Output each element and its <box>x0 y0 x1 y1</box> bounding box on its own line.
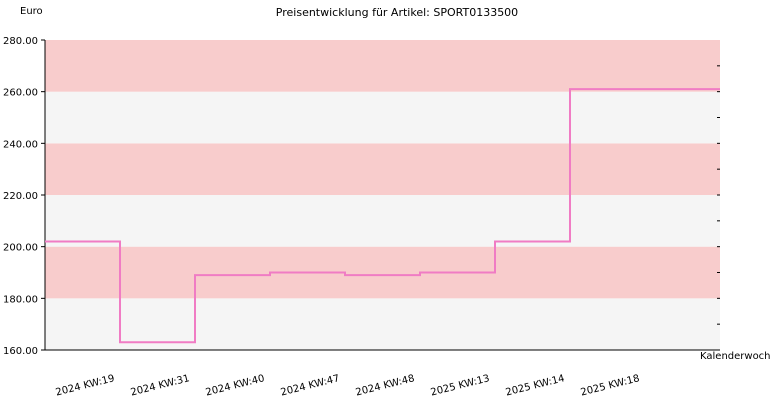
background-bands <box>45 40 720 350</box>
price-line <box>45 88 720 344</box>
x-tick-label: 2024 KW:19 <box>55 373 116 398</box>
band <box>45 91 720 144</box>
y-tick-label: 240.00 <box>3 139 38 150</box>
chart-title: Preisentwicklung für Artikel: SPORT01335… <box>276 6 518 19</box>
y-tick-label: 200.00 <box>3 243 38 254</box>
x-tick-label: 2024 KW:48 <box>355 373 416 398</box>
x-tick-label: 2024 KW:40 <box>205 373 266 398</box>
y-tick-label: 260.00 <box>3 88 38 99</box>
y-tick-label: 220.00 <box>3 191 38 202</box>
x-tick-label: 2024 KW:31 <box>130 373 191 398</box>
x-axis-label: Kalenderwoche <box>700 351 770 362</box>
y-tick-label: 180.00 <box>3 294 38 305</box>
price-series <box>45 88 720 344</box>
x-tick-label: 2025 KW:13 <box>430 373 491 398</box>
x-tick-label: 2024 KW:47 <box>280 373 341 398</box>
band <box>45 143 720 195</box>
y-axis-label: Euro <box>20 6 43 17</box>
band <box>45 246 720 299</box>
band <box>45 40 720 92</box>
x-tick-label: 2025 KW:18 <box>580 373 641 398</box>
y-tick-label: 280.00 <box>3 36 38 47</box>
band <box>45 195 720 247</box>
x-tick-label: 2025 KW:14 <box>505 373 566 398</box>
y-tick-label: 160.00 <box>3 346 38 357</box>
x-axis: 2024 KW:19 2024 KW:31 2024 KW:40 2024 KW:47… <box>45 349 720 398</box>
y-axis: 160.00 180.00 200.00 220.00 240.00 260.00 280.… <box>3 36 720 357</box>
